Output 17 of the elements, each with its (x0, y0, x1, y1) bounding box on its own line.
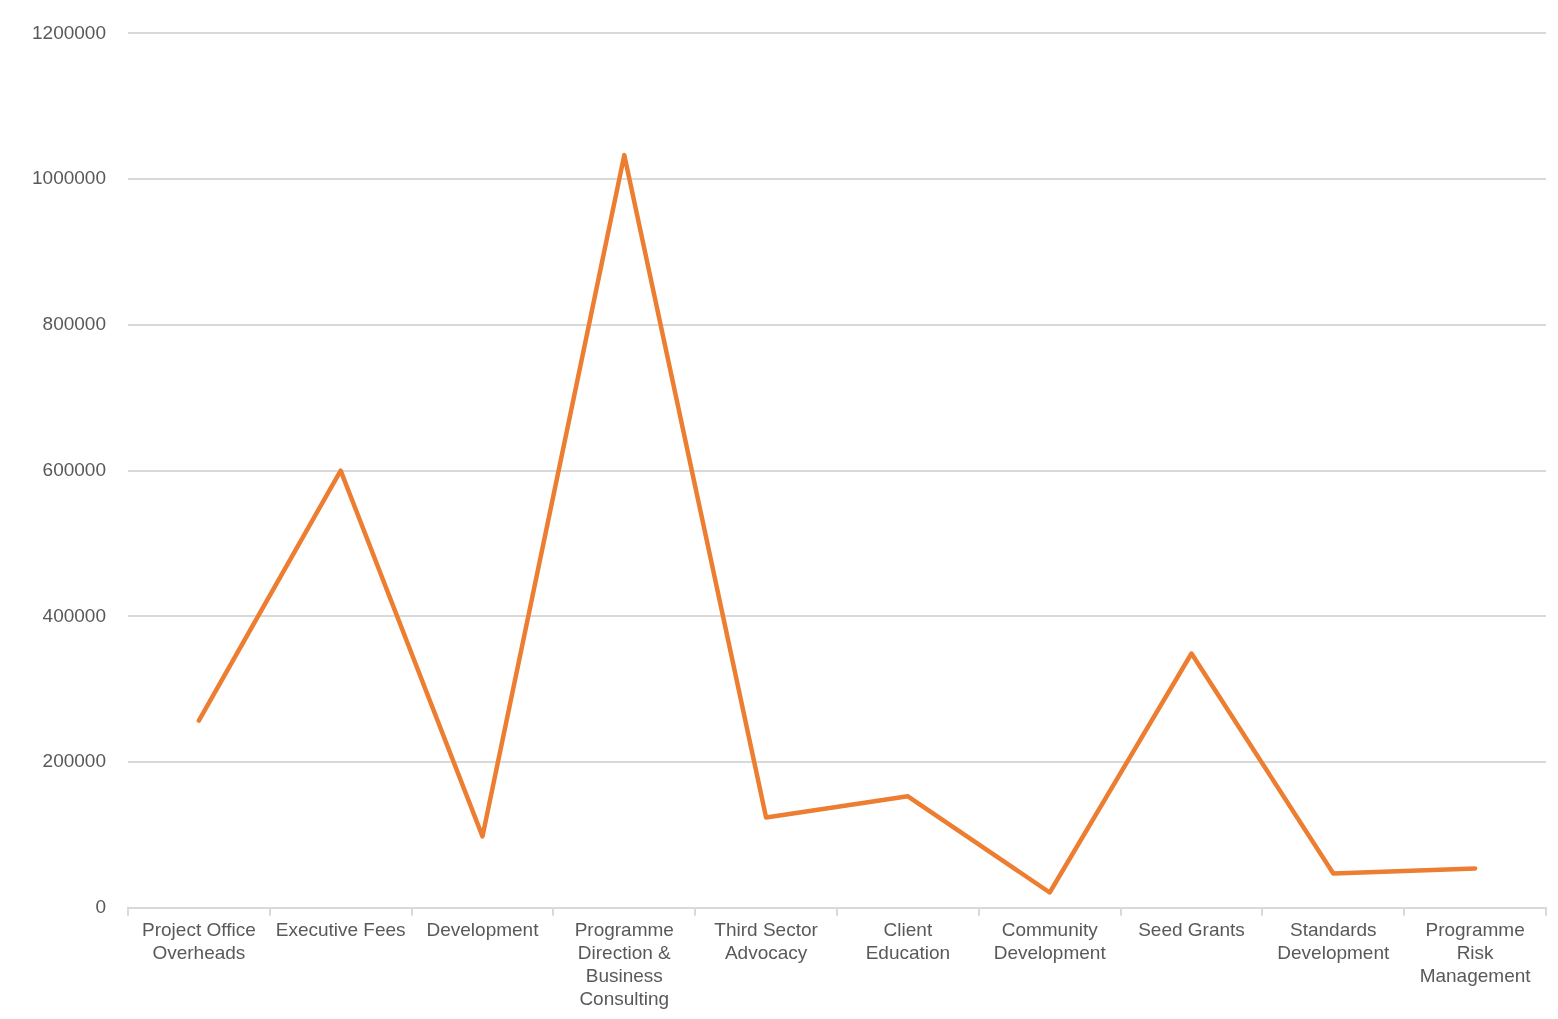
y-tick-label: 800000 (42, 313, 106, 335)
y-tick-label: 1200000 (32, 21, 106, 43)
x-tick-label: Programme Risk Management (1419, 919, 1532, 987)
x-tick-label: Project Office Overheads (142, 919, 256, 964)
x-tick-label: Programme Direction & Business Consulting (574, 919, 674, 1009)
y-tick-label: 400000 (42, 604, 106, 626)
y-tick-label: 200000 (42, 750, 106, 772)
x-tick-label: Standards Development (1277, 919, 1390, 964)
x-tick-label: Executive Fees (275, 919, 406, 941)
y-tick-label: 1000000 (32, 167, 106, 189)
y-tick-label: 600000 (42, 458, 106, 480)
y-tick-label: 0 (95, 896, 106, 918)
x-tick-label: Development (426, 919, 540, 941)
x-tick-label: Client Education (865, 919, 951, 964)
x-tick-label: Third Sector Advocacy (714, 919, 819, 964)
x-tick-label: Community Development (993, 919, 1107, 964)
x-tick-label: Seed Grants (1138, 919, 1245, 941)
